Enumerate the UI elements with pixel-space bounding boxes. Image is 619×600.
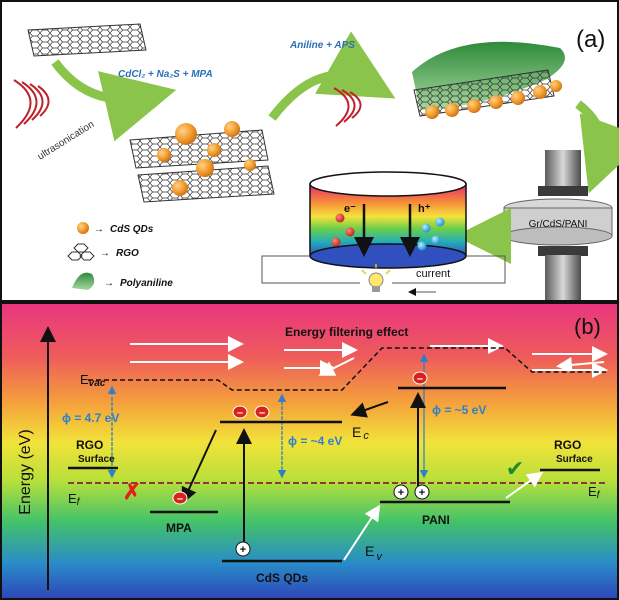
orange-sphere-icon bbox=[77, 222, 89, 234]
hole-icon: + bbox=[235, 541, 251, 557]
y-axis-label: Energy (eV) bbox=[17, 429, 34, 514]
pani-coated-sheet bbox=[412, 41, 565, 119]
current-label: current bbox=[416, 268, 450, 280]
svg-text:–: – bbox=[177, 493, 183, 505]
hole-label: h⁺ bbox=[418, 203, 431, 215]
panel-b-label: (b) bbox=[574, 314, 601, 339]
legend-cds-label: CdS QDs bbox=[110, 224, 154, 235]
spectrum-cylinder bbox=[309, 171, 467, 269]
legend-polyaniline-label: Polyaniline bbox=[120, 278, 173, 289]
legend-rgo-label: RGO bbox=[116, 248, 139, 259]
evac-label: Evac bbox=[80, 372, 106, 389]
light-bulb-icon bbox=[361, 264, 391, 292]
step2-reagents: Aniline + APS bbox=[289, 40, 355, 51]
phi-pani-label: ϕ = ~5 eV bbox=[432, 403, 486, 417]
panel-a-label: (a) bbox=[576, 26, 605, 53]
svg-text:→: → bbox=[94, 224, 104, 235]
ef-left-label: Ef bbox=[68, 491, 81, 508]
filtering-arrows bbox=[130, 336, 608, 378]
circuit bbox=[261, 255, 506, 296]
electron-icon: – bbox=[232, 405, 248, 419]
graphene-cds-sheets bbox=[129, 121, 275, 203]
diagram-title: Energy filtering effect bbox=[285, 325, 408, 339]
svg-text:+: + bbox=[419, 487, 425, 499]
hexagon-icon bbox=[67, 243, 95, 261]
svg-text:→: → bbox=[100, 248, 110, 259]
press-device bbox=[503, 150, 613, 300]
surface-right-label: Surface bbox=[556, 454, 593, 465]
check-icon: ✔ bbox=[506, 456, 524, 481]
hole-icon: + bbox=[393, 484, 409, 500]
svg-text:+: + bbox=[240, 544, 246, 556]
curved-arrow-icon bbox=[51, 59, 177, 142]
surface-left-label: Surface bbox=[78, 454, 115, 465]
curved-arrow-icon bbox=[575, 100, 619, 194]
cross-icon: ✗ bbox=[123, 479, 141, 504]
electron-icon: – bbox=[172, 491, 188, 505]
vacuum-level bbox=[88, 347, 606, 391]
curved-arrow-icon bbox=[268, 31, 396, 121]
green-leaf-icon bbox=[72, 272, 95, 290]
phi-cds-label: ϕ = ~4 eV bbox=[288, 434, 342, 448]
white-transfer-arrows bbox=[343, 471, 544, 561]
hole-icon: + bbox=[414, 484, 430, 500]
electron-label: e⁻ bbox=[344, 203, 356, 215]
electron-icon: – bbox=[254, 405, 270, 419]
svg-text:→: → bbox=[104, 278, 114, 289]
mpa-label: MPA bbox=[166, 521, 192, 535]
electron-icon: – bbox=[412, 371, 428, 385]
graphene-sheet-icon bbox=[27, 23, 147, 57]
legend: → CdS QDs → RGO → Polyaniline bbox=[67, 222, 173, 290]
rgo-right-label: RGO bbox=[554, 438, 581, 452]
phi-rgo-label: ϕ = 4.7 eV bbox=[62, 411, 119, 425]
cds-label: CdS QDs bbox=[256, 571, 308, 585]
pani-label: PANI bbox=[422, 513, 450, 527]
panel-b: (b) Energy (eV) Energy filtering effect … bbox=[0, 302, 619, 600]
svg-text:–: – bbox=[237, 407, 243, 419]
step1-reagents: CdCl₂ + Na₂S + MPA bbox=[118, 69, 213, 80]
ultrasound-waves-icon bbox=[333, 87, 362, 127]
svg-text:–: – bbox=[259, 407, 265, 419]
rgo-left-label: RGO bbox=[76, 438, 103, 452]
transition-arrows bbox=[181, 392, 426, 556]
svg-text:–: – bbox=[417, 373, 423, 385]
panel-a: (a) CdCl₂ + Na₂S + MPA ultrasonication bbox=[0, 0, 619, 302]
device-label: Gr/CdS/PANI bbox=[529, 219, 588, 230]
svg-text:+: + bbox=[398, 487, 404, 499]
ultrasound-waves-icon bbox=[13, 79, 50, 129]
ef-right-label: Ef bbox=[588, 484, 601, 501]
